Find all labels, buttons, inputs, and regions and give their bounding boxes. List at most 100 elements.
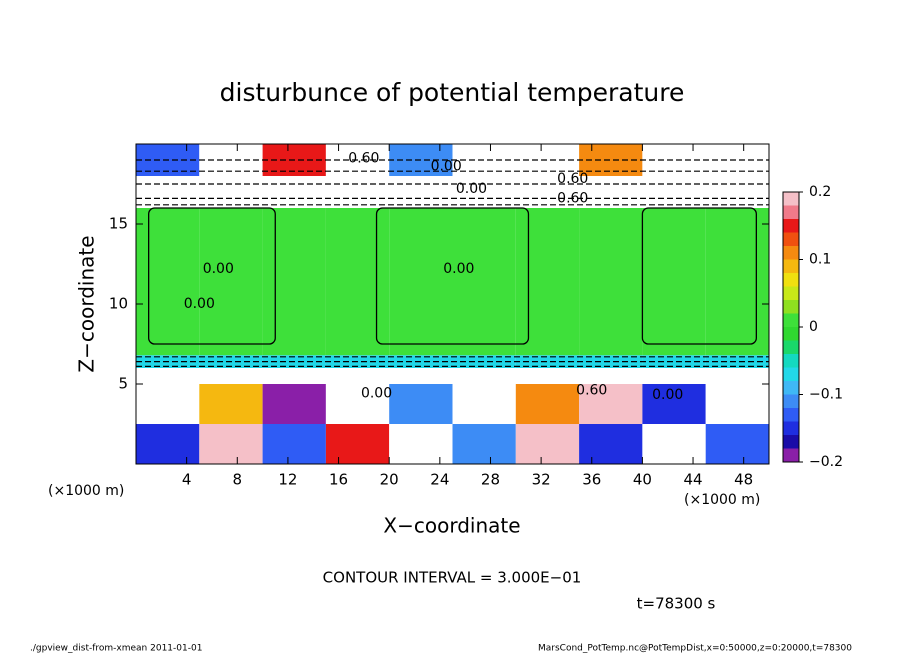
cell	[642, 208, 706, 272]
cell	[452, 176, 516, 208]
x-tick-label: 24	[430, 471, 449, 489]
colorbar-swatch	[783, 205, 799, 219]
contour-note: CONTOUR INTERVAL = 3.000E−01	[323, 569, 582, 587]
colorbar-swatch	[783, 286, 799, 300]
cell	[579, 384, 643, 424]
cell	[579, 368, 643, 384]
cell	[452, 384, 516, 424]
cell	[642, 176, 706, 208]
cell	[452, 355, 516, 368]
cell	[642, 368, 706, 384]
overlay: 0.60 0.00 0.00 0.60 0.60 0.00 0.00 0.00 0.00 0.60…	[136, 150, 769, 403]
colorbar-swatch	[783, 354, 799, 368]
cell	[515, 272, 580, 356]
cell	[705, 355, 769, 368]
x-tick-label: 12	[278, 471, 297, 489]
cell	[642, 424, 706, 464]
cell	[515, 424, 580, 464]
colorbar-label: 0.2	[809, 184, 831, 200]
cell	[579, 355, 643, 368]
colorbar-swatch	[783, 367, 799, 381]
colorbar-swatch	[783, 408, 799, 422]
cell	[515, 176, 580, 208]
cell	[325, 368, 390, 384]
colorbar-label: 0	[809, 319, 818, 335]
colorbar-swatch	[783, 327, 799, 341]
cell	[579, 176, 643, 208]
x-tick-label: 36	[582, 471, 601, 489]
colorbar-swatch	[783, 219, 799, 233]
contour-label: 0.00	[203, 261, 234, 277]
chart-title: disturbunce of potential temperature	[220, 78, 685, 107]
cell	[325, 272, 390, 356]
colorbar-swatch	[783, 259, 799, 273]
colorbar-swatch	[783, 435, 799, 449]
contour-label: 0.00	[184, 296, 215, 312]
cell	[452, 272, 516, 356]
contour	[148, 207, 276, 345]
colorbar-swatch	[783, 232, 799, 246]
x-tick-label: 8	[233, 471, 243, 489]
contour-label: 0.00	[443, 261, 474, 277]
cell	[325, 176, 390, 208]
cell	[136, 384, 200, 424]
colorbar-swatch	[783, 381, 799, 395]
cell	[452, 368, 516, 384]
cell	[642, 355, 706, 368]
cell	[515, 384, 580, 424]
footer: ./gpview_dist-from-xmean 2011-01-01	[30, 644, 202, 654]
cell	[262, 176, 326, 208]
x-tick-label: 32	[532, 471, 551, 489]
cell	[515, 208, 580, 272]
cell	[389, 368, 453, 384]
cell	[705, 272, 769, 356]
colorbar-swatch	[783, 340, 799, 354]
contour	[375, 207, 530, 345]
cell	[579, 424, 643, 464]
cell	[705, 384, 769, 424]
colorbar-swatch	[783, 246, 799, 260]
cell	[579, 272, 643, 356]
contour-label: 0.00	[652, 387, 683, 403]
x-unit: (×1000 m)	[684, 492, 760, 508]
colorbar-swatch	[783, 394, 799, 408]
cell	[452, 424, 516, 464]
cell	[136, 208, 200, 272]
colorbar-label: −0.1	[809, 387, 843, 403]
cell	[199, 208, 263, 272]
cell	[199, 368, 263, 384]
x-tick-label: 20	[380, 471, 399, 489]
cell	[515, 355, 580, 368]
cell	[579, 208, 643, 272]
cell	[389, 384, 453, 424]
cell	[389, 176, 453, 208]
cell	[389, 272, 453, 356]
time-label: t=78300 s	[637, 595, 716, 613]
cell	[199, 176, 263, 208]
cell	[262, 208, 326, 272]
x-axis-label: X−coordinate	[383, 514, 520, 538]
cell	[136, 368, 200, 384]
cell	[136, 176, 200, 208]
colorbar-swatch	[783, 313, 799, 327]
cell	[452, 208, 516, 272]
cell	[136, 424, 200, 464]
x-tick-label: 40	[633, 471, 652, 489]
y-tick-label: 5	[118, 375, 128, 393]
cell	[325, 208, 390, 272]
x-tick-label: 44	[683, 471, 702, 489]
x-tick-label: 48	[734, 471, 753, 489]
colorbar-swatch	[783, 192, 799, 206]
x-tick-label: 28	[481, 471, 500, 489]
y-axis-label: Z−coordinate	[75, 235, 99, 372]
cell	[262, 424, 326, 464]
colorbar-label: −0.2	[809, 454, 843, 470]
cell	[262, 368, 326, 384]
y-tick-label: 10	[109, 295, 128, 313]
cell	[199, 384, 263, 424]
colorbar-swatch	[783, 421, 799, 435]
cell	[325, 384, 390, 424]
cell	[705, 176, 769, 208]
cell	[262, 272, 326, 356]
y-tick-label: 15	[109, 215, 128, 233]
